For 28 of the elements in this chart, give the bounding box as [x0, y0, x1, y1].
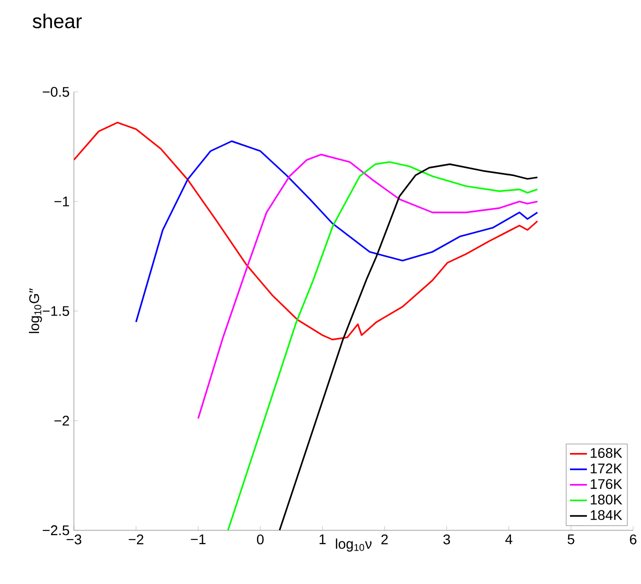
y-tick-label: −0.5: [42, 86, 70, 97]
legend-label: 168K: [590, 448, 622, 458]
y-tick-label: −1.5: [42, 306, 70, 316]
legend-label: 176K: [590, 478, 622, 489]
x-tick-label: 2: [381, 534, 388, 544]
line-series: [74, 122, 538, 340]
x-tick-label: −3: [66, 534, 82, 544]
y-tick-label: −2.5: [42, 525, 70, 536]
x-tick-label: 1: [320, 534, 326, 544]
x-tick-label: 0: [256, 534, 264, 544]
chart-title: shear: [32, 14, 82, 28]
y-tick-label: −1: [54, 196, 70, 206]
legend-label: 172K: [590, 463, 622, 474]
x-axis-title: log$_{10}$ν: [336, 538, 372, 552]
x-tick-label: −2: [128, 534, 144, 544]
x-tick-label: 4: [505, 534, 512, 544]
x-tick-label: 3: [443, 534, 450, 544]
x-tick-label: −1: [190, 534, 206, 544]
x-tick-label: 6: [630, 534, 636, 544]
y-axis-title: log$_{10}$G″: [28, 288, 42, 333]
line-series: [227, 161, 538, 530]
legend-label: 180K: [590, 494, 622, 504]
line-series: [135, 140, 538, 323]
line-series: [197, 154, 538, 420]
y-tick-label: −2: [54, 416, 70, 426]
legend-label: 184K: [590, 510, 622, 520]
x-tick-label: 5: [568, 534, 574, 544]
line-series: [278, 163, 538, 530]
